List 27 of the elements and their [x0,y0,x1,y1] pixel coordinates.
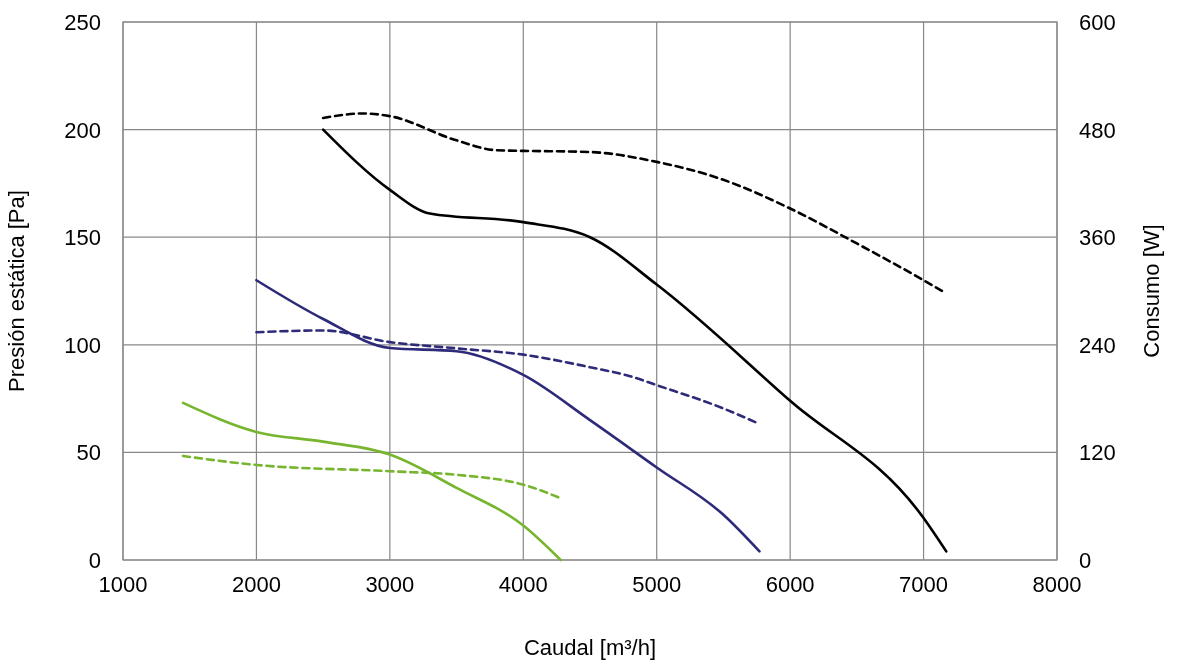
x-axis-title: Caudal [m³/h] [523,635,657,660]
line-series [321,128,948,553]
y-tick-label: 100 [64,332,101,358]
line-series [255,278,761,553]
line-series [181,401,562,562]
x-tick-label: 5000 [632,572,682,597]
x-tick-label: 7000 [899,572,949,597]
y2-tick-label: 600 [1079,10,1116,35]
y2-tick-label: 360 [1079,225,1116,251]
y2-tick-label: 120 [1079,440,1116,466]
x-tick-label: 1000 [98,572,148,597]
x-tick-label: 2000 [231,572,281,597]
y2-tick-label: 240 [1079,332,1116,358]
y2-tick-label: 0 [1079,548,1092,573]
y-tick-label: 150 [64,225,101,251]
y-tick-label: 50 [76,440,101,466]
y-tick-label: 0 [88,548,101,573]
line-series [321,112,945,294]
x-tick-label: 4000 [498,572,548,597]
y-axis-title: Presión estática [Pa] [4,190,29,392]
y2-axis-title: Consumo [W] [1139,224,1164,358]
x-tick-label: 6000 [765,572,815,597]
y2-tick-label: 480 [1079,117,1116,143]
y-tick-label: 250 [64,10,101,35]
y-tick-label: 200 [64,117,101,143]
x-tick-label: 8000 [1032,572,1082,597]
x-tick-label: 3000 [365,572,415,597]
